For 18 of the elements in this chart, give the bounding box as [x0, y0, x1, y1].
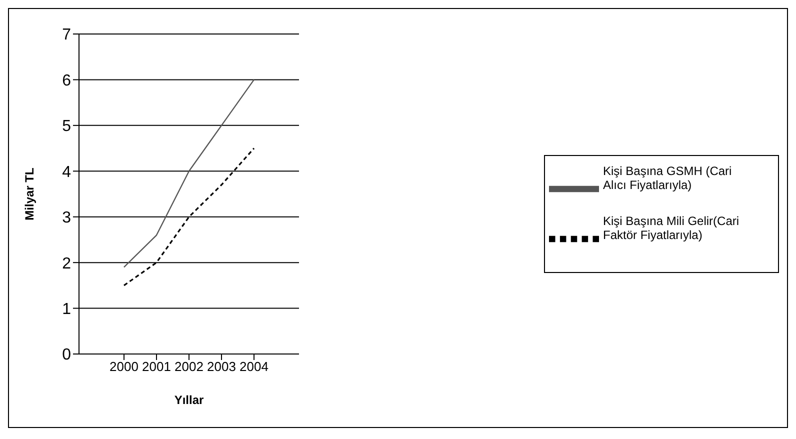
x-axis-title: Yıllar [174, 393, 204, 407]
y-tick-label: 7 [62, 26, 72, 44]
y-tick-label: 4 [62, 164, 72, 181]
y-axis-title: Milyar TL [22, 168, 36, 220]
x-tick-label: 2000 [110, 359, 138, 374]
y-tick-label: 1 [62, 300, 72, 318]
x-tick-label: 2003 [207, 359, 236, 374]
y-tick-label: 6 [62, 72, 72, 90]
text: Kişi Başına GSMH (Cari Alıcı Fiyatlarıyla) [603, 164, 733, 192]
x-tick-label: 2001 [142, 359, 171, 374]
y-tick-label: 5 [62, 118, 72, 136]
y-tick-label: 3 [62, 210, 72, 227]
x-tick-label: 2004 [240, 359, 268, 374]
text: Kişi Başına Mili Gelir(Cari Faktör Fiyatlarıyla) [603, 214, 740, 242]
y-tick-label: 0 [62, 346, 72, 364]
line-series [123, 79, 255, 268]
x-tick-label: 2002 [174, 359, 204, 374]
y-tick-label: 2 [62, 255, 72, 272]
